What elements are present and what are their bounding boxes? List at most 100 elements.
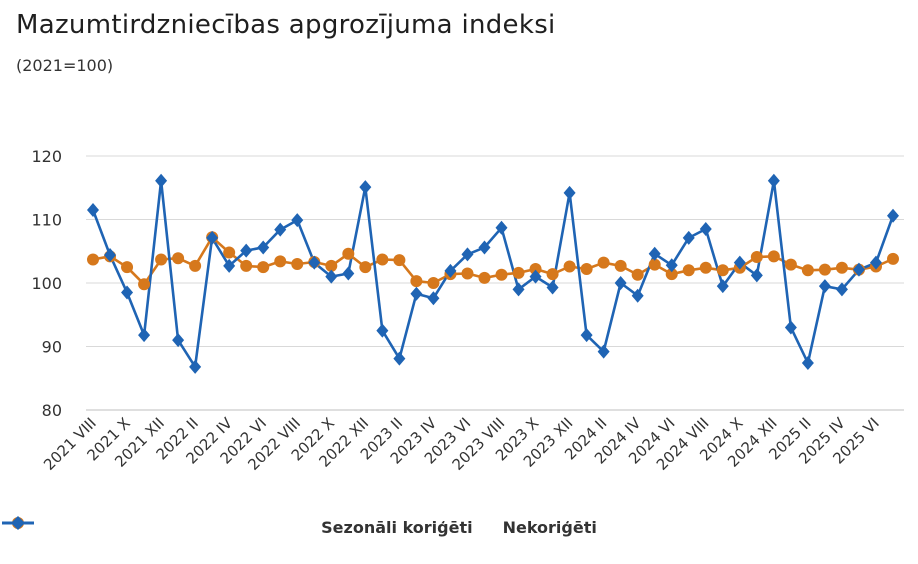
- data-point-sezonali: [801, 264, 814, 277]
- data-point-nekorigeti: [648, 246, 661, 261]
- data-point-nekorigeti: [427, 291, 440, 306]
- data-point-nekorigeti: [631, 288, 644, 303]
- data-point-sezonali: [495, 268, 508, 281]
- data-point-nekorigeti: [512, 282, 525, 297]
- data-point-sezonali: [665, 268, 678, 281]
- data-point-nekorigeti: [478, 240, 491, 255]
- data-point-sezonali: [716, 264, 729, 277]
- data-point-sezonali: [580, 263, 593, 276]
- data-point-sezonali: [461, 267, 474, 280]
- legend-marker-diamond-icon: [2, 516, 34, 530]
- data-point-sezonali: [750, 250, 763, 263]
- data-point-nekorigeti: [665, 258, 678, 273]
- data-point-sezonali: [563, 260, 576, 273]
- data-point-sezonali: [478, 271, 491, 284]
- data-point-nekorigeti: [869, 255, 882, 270]
- data-point-nekorigeti: [87, 202, 99, 217]
- data-point-nekorigeti: [699, 222, 712, 237]
- data-point-sezonali: [427, 277, 440, 289]
- data-point-sezonali: [257, 261, 270, 274]
- data-point-sezonali: [546, 268, 559, 281]
- data-point-sezonali: [648, 258, 661, 271]
- data-point-sezonali: [512, 266, 525, 279]
- data-point-nekorigeti: [852, 262, 865, 277]
- data-point-sezonali: [223, 246, 236, 259]
- series-line-nekorigeti: [91, 179, 895, 369]
- y-tick-label: 110: [31, 211, 62, 230]
- data-point-nekorigeti: [121, 285, 134, 300]
- data-point-nekorigeti: [274, 222, 287, 237]
- data-point-sezonali: [767, 250, 780, 263]
- data-point-sezonali: [614, 259, 627, 272]
- data-point-nekorigeti: [835, 282, 848, 297]
- data-point-nekorigeti: [461, 247, 474, 262]
- data-point-nekorigeti: [223, 258, 236, 273]
- data-point-sezonali: [274, 255, 287, 268]
- data-point-nekorigeti: [308, 255, 321, 270]
- data-point-sezonali: [291, 257, 304, 270]
- data-point-sezonali: [818, 263, 831, 276]
- data-point-sezonali: [682, 264, 695, 277]
- data-point-nekorigeti: [104, 248, 117, 263]
- data-point-sezonali: [240, 259, 253, 272]
- data-point-sezonali: [359, 261, 372, 274]
- data-point-sezonali: [189, 259, 202, 272]
- data-point-nekorigeti: [206, 230, 219, 245]
- data-point-nekorigeti: [155, 173, 168, 188]
- data-point-sezonali: [121, 261, 134, 274]
- data-point-nekorigeti: [444, 263, 457, 278]
- data-point-nekorigeti: [529, 269, 542, 284]
- data-point-nekorigeti: [410, 286, 423, 301]
- data-point-nekorigeti: [325, 269, 338, 284]
- data-point-sezonali: [342, 247, 355, 260]
- data-point-sezonali: [631, 268, 644, 281]
- data-point-nekorigeti: [818, 279, 831, 294]
- data-point-sezonali: [410, 275, 423, 288]
- data-point-nekorigeti: [359, 180, 372, 195]
- data-point-nekorigeti: [733, 255, 746, 270]
- data-point-nekorigeti: [495, 220, 508, 235]
- data-point-sezonali: [699, 261, 712, 274]
- y-tick-label: 90: [42, 338, 62, 357]
- data-point-sezonali: [393, 254, 406, 267]
- data-point-nekorigeti: [240, 243, 253, 258]
- legend-item-nekorigeti[interactable]: Nekoriģēti: [2, 516, 597, 537]
- data-point-nekorigeti: [189, 359, 202, 374]
- data-point-nekorigeti: [580, 328, 593, 343]
- data-point-nekorigeti: [614, 276, 627, 290]
- data-point-nekorigeti: [376, 323, 389, 338]
- data-point-sezonali: [87, 253, 99, 266]
- data-point-nekorigeti: [257, 240, 270, 255]
- data-point-nekorigeti: [887, 208, 899, 223]
- data-point-sezonali: [887, 252, 899, 265]
- data-point-nekorigeti: [784, 320, 797, 335]
- y-tick-label: 120: [31, 147, 62, 166]
- data-point-nekorigeti: [563, 185, 576, 200]
- data-point-nekorigeti: [138, 328, 151, 343]
- data-point-sezonali: [172, 252, 185, 265]
- data-point-sezonali: [138, 278, 151, 291]
- data-point-nekorigeti: [546, 280, 559, 295]
- data-point-nekorigeti: [750, 268, 763, 283]
- y-tick-label: 80: [42, 401, 62, 420]
- chart-subtitle: (2021=100): [16, 56, 114, 75]
- data-point-sezonali: [155, 253, 168, 266]
- y-tick-label: 100: [31, 274, 62, 293]
- data-point-nekorigeti: [801, 356, 814, 371]
- legend-label-nekorigeti: Nekoriģēti: [502, 517, 597, 537]
- data-point-sezonali: [597, 256, 610, 269]
- data-point-nekorigeti: [291, 213, 304, 228]
- data-point-nekorigeti: [172, 333, 185, 348]
- data-point-nekorigeti: [767, 173, 780, 188]
- data-point-nekorigeti: [716, 279, 729, 294]
- legend-item-sezonali[interactable]: Sezonāli koriģēti: [2, 517, 473, 537]
- data-point-nekorigeti: [597, 344, 610, 359]
- data-point-nekorigeti: [682, 230, 695, 245]
- chart-title: Mazumtirdzniecības apgrozījuma indeksi: [16, 10, 556, 40]
- data-point-sezonali: [325, 259, 338, 272]
- chart-legend: Sezonāli koriģēti Nekoriģēti: [0, 514, 918, 540]
- data-point-sezonali: [529, 263, 542, 276]
- data-point-sezonali: [835, 261, 848, 274]
- legend-label-sezonali: Sezonāli koriģēti: [321, 517, 473, 537]
